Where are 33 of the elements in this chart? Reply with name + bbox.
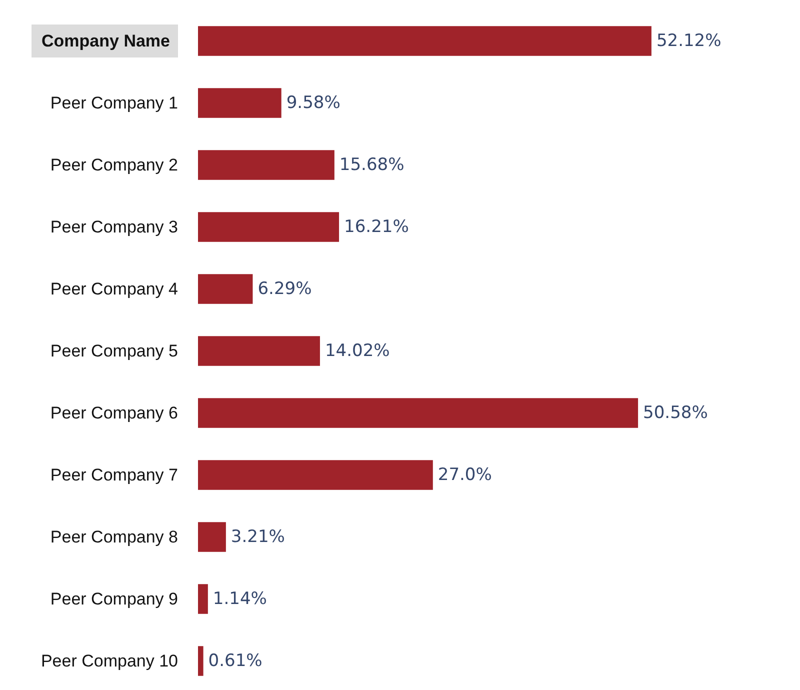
y-tick-label: Peer Company 1: [50, 94, 178, 112]
y-tick-label: Peer Company 2: [50, 156, 178, 174]
data-label: 0.61%: [208, 651, 262, 671]
y-tick-label: Peer Company 7: [50, 466, 178, 484]
y-tick-label: Peer Company 4: [50, 280, 178, 298]
y-tick-label: Peer Company 8: [50, 528, 178, 546]
bar: [198, 336, 320, 366]
bar: [198, 212, 340, 242]
bar: [198, 584, 208, 614]
data-label: 3.21%: [230, 527, 285, 547]
data-label: 6.29%: [258, 279, 312, 299]
y-tick-label: Peer Company 5: [50, 342, 178, 360]
bar: [198, 26, 652, 56]
bar: [198, 398, 638, 428]
data-label: 9.58%: [286, 93, 340, 113]
data-label: 27.0%: [438, 465, 492, 485]
bar: [198, 646, 204, 676]
y-tick-label: Peer Company 9: [50, 590, 178, 608]
data-label: 50.58%: [643, 403, 708, 423]
y-tick-label: Peer Company 3: [50, 218, 178, 236]
data-label: 15.68%: [339, 155, 404, 175]
data-label: 52.12%: [656, 31, 722, 51]
data-label: 1.14%: [212, 589, 267, 609]
y-tick-label: Peer Company 10: [40, 652, 178, 670]
data-label: 16.21%: [344, 217, 409, 237]
bar: [198, 88, 282, 118]
bar: [198, 460, 433, 490]
y-tick-label: Company Name: [42, 32, 170, 50]
bar: [198, 522, 226, 552]
bar: [198, 274, 253, 304]
data-label: 14.02%: [324, 341, 390, 361]
y-tick-label: Peer Company 6: [50, 404, 178, 422]
bar: [198, 150, 334, 180]
